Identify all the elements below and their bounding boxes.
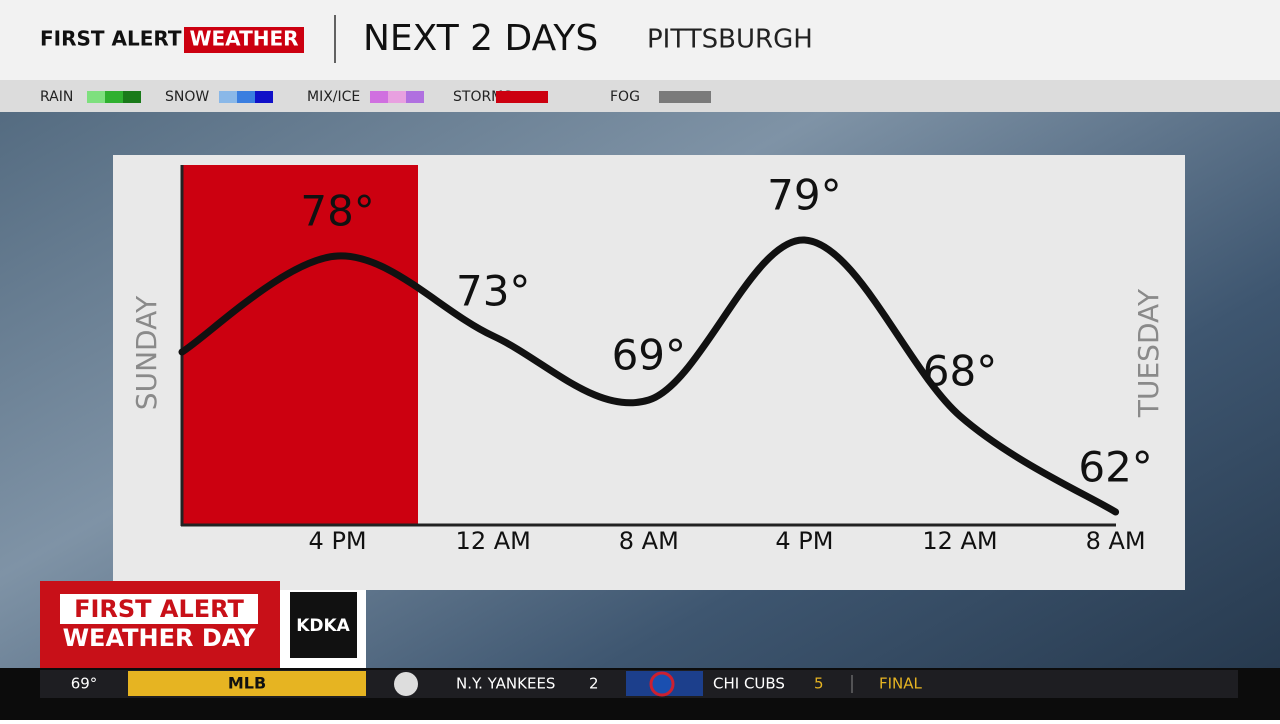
title: NEXT 2 DAYS [363,18,598,59]
league: MLB [228,674,266,693]
status: FINAL [879,675,923,693]
legend-swatch [370,91,388,103]
legend-swatch [659,91,711,103]
legend-label: FOG [610,89,640,105]
legend-swatch [123,91,141,103]
value-label: 62° [1078,443,1152,492]
legend-swatch [496,91,548,103]
temperature-line [178,236,1120,516]
value-label: 79° [767,171,841,220]
value-label: 78° [300,187,374,236]
day-label: SUNDAY [130,295,163,410]
legend-swatch [219,91,237,103]
x-tick-label: 12 AM [922,527,997,555]
legend-label: RAIN [40,89,73,105]
storm-block [183,165,418,525]
banner-text: WEATHER DAY [63,624,256,652]
team: N.Y. YANKEES [456,675,555,693]
legend-label: SNOW [165,89,209,105]
legend-swatch [87,91,105,103]
legend-bar [0,80,1280,112]
x-tick-label: 4 PM [775,527,833,555]
station: KDKA [296,616,350,636]
x-tick-label: 4 PM [309,527,367,555]
brand-box [184,27,304,53]
x-tick-label: 12 AM [456,527,531,555]
location: PITTSBURGH [647,25,813,55]
legend-swatch [255,91,273,103]
legend-swatch [406,91,424,103]
brand: FIRST ALERT [40,27,182,51]
ticker-temp: 69° [71,675,98,693]
x-tick-label: 8 AM [619,527,679,555]
value-label: 68° [923,347,997,396]
value-label: 69° [612,331,686,380]
legend-label: MIX/ICE [307,89,360,105]
plot: 4 PM 78° 12 AM 73° 8 AM 69° 4 PM 79° 12 AM 68° 8 A… [178,171,1153,555]
score: 2 [589,675,599,693]
legend: RAIN SNOW MIX/ICE STORMS FOG [40,89,711,105]
legend-swatch [388,91,406,103]
legend-swatch [105,91,123,103]
station-box [290,592,357,658]
team-logo [394,672,418,696]
legend-swatch [237,91,255,103]
day-label: TUESDAY [1132,288,1165,418]
brand: WEATHER [189,27,298,51]
value-label: 73° [456,267,530,316]
score: 5 [814,675,824,693]
league-box [128,671,366,696]
banner-line-bg [60,594,258,624]
banner-text: FIRST ALERT [74,595,244,623]
team-logo [649,671,675,697]
team: CHI CUBS [713,675,785,693]
x-tick-label: 8 AM [1086,527,1146,555]
